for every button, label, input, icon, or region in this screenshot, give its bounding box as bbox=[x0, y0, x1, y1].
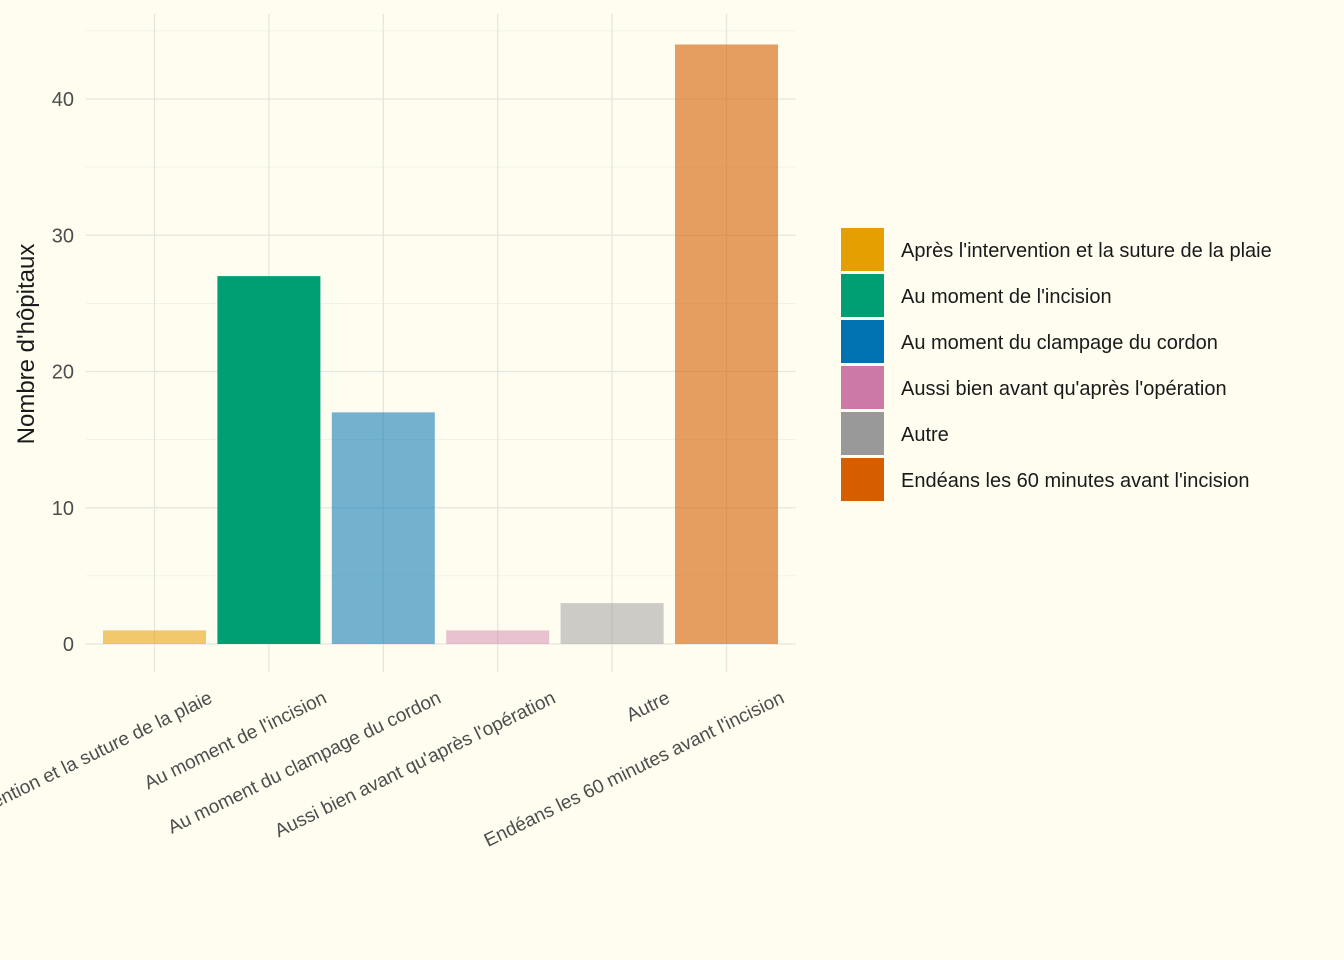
bar-5 bbox=[675, 44, 778, 644]
legend-label: Aussi bien avant qu'après l'opération bbox=[901, 378, 1227, 400]
legend: Après l'intervention et la suture de la … bbox=[841, 228, 1272, 501]
legend-swatch bbox=[841, 320, 884, 363]
x-tick-label: Au moment de l'incision bbox=[141, 688, 330, 795]
y-tick-label: 20 bbox=[52, 362, 74, 384]
bar-0 bbox=[103, 630, 206, 644]
legend-label: Autre bbox=[901, 424, 949, 446]
x-tick-label: Autre bbox=[623, 688, 673, 727]
legend-swatch bbox=[841, 366, 884, 409]
legend-label: Endéans les 60 minutes avant l'incision bbox=[901, 470, 1249, 492]
legend-label: Au moment de l'incision bbox=[901, 286, 1112, 308]
legend-swatch bbox=[841, 274, 884, 317]
y-axis-ticks: 0 10 20 30 40 bbox=[52, 89, 74, 656]
legend-swatch bbox=[841, 228, 884, 271]
bars bbox=[103, 44, 778, 644]
bar-4 bbox=[560, 603, 664, 644]
bar-1 bbox=[217, 276, 321, 644]
y-tick-label: 10 bbox=[52, 498, 74, 520]
y-axis-label: Nombre d'hôpitaux bbox=[13, 244, 40, 445]
x-axis-ticks: Après l'intervention et la suture de la … bbox=[0, 688, 788, 861]
bar-2 bbox=[331, 412, 435, 644]
y-tick-label: 30 bbox=[52, 225, 74, 247]
legend-label: Après l'intervention et la suture de la … bbox=[901, 240, 1272, 262]
bar-3 bbox=[446, 630, 550, 644]
y-tick-label: 0 bbox=[63, 634, 74, 656]
y-tick-label: 40 bbox=[52, 89, 74, 111]
legend-swatch bbox=[841, 412, 884, 455]
legend-label: Au moment du clampage du cordon bbox=[901, 332, 1218, 354]
legend-swatch bbox=[841, 458, 884, 501]
